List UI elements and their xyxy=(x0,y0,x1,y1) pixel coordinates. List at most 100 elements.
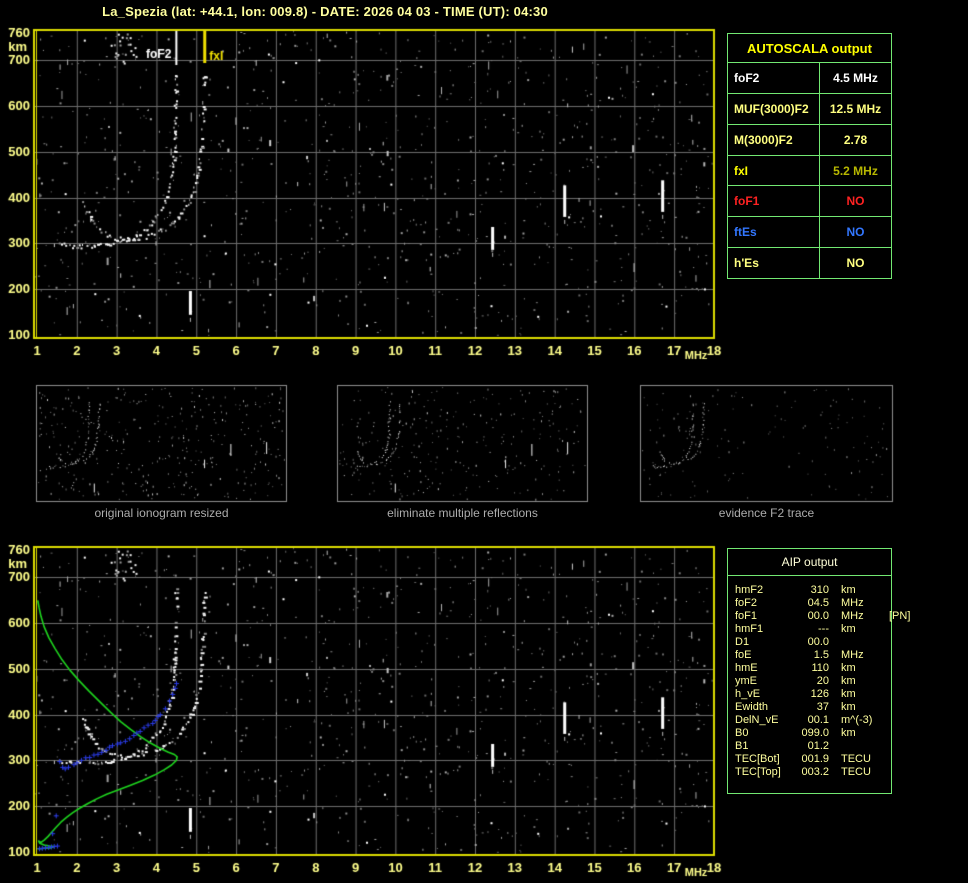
aip-label: TEC[Top] xyxy=(735,766,781,778)
autoscala-row-value: 2.78 xyxy=(843,132,868,147)
autoscala-table-rows: foF2 4.5 MHz MUF(3000)F2 12.5 MHz M(3000)F2 2… xyxy=(728,63,891,279)
aip-extra xyxy=(881,688,889,701)
autoscala-row-label: ftEs xyxy=(728,217,820,248)
aip-unit: m^(-3) xyxy=(841,714,873,726)
aip-unit: km xyxy=(841,584,856,596)
autoscala-row-label: MUF(3000)F2 xyxy=(728,93,820,124)
aip-label: hmF2 xyxy=(735,584,764,596)
aip-label: hmE xyxy=(735,662,758,674)
aip-unit: km xyxy=(841,675,856,687)
aip-value: 00.0 xyxy=(807,636,829,648)
autoscala-row: fxI 5.2 MHz xyxy=(728,155,891,187)
aip-unit: TECU xyxy=(841,766,871,778)
autoscala-row-label: foF2 xyxy=(728,63,820,93)
aip-label: D1 xyxy=(735,636,750,648)
autoscala-row: M(3000)F2 2.78 xyxy=(728,124,891,156)
aip-table-rows: hmF2 310 km foF2 04.5 MHz foF1 00.0 MHz [PN] hmF1 -… xyxy=(728,576,910,779)
aip-value: 126 xyxy=(810,688,829,700)
aip-label: foF2 xyxy=(735,597,758,609)
aip-unit: MHz xyxy=(841,649,864,661)
aip-output-table: AIP output hmF2 310 km foF2 04.5 MHz foF1 00.0 M… xyxy=(727,548,910,794)
station-title: La_Spezia (lat: +44.1, lon: 009.8) - DAT… xyxy=(102,4,548,19)
aip-unit: MHz xyxy=(841,597,864,609)
autoscala-row: ftEs NO xyxy=(728,217,891,249)
autoscala-row: foF2 4.5 MHz xyxy=(728,63,891,94)
thumbnail-caption-original: original ionogram resized xyxy=(94,506,229,520)
aip-unit: km xyxy=(841,701,856,713)
aip-label: foE xyxy=(735,649,752,661)
autoscala-row-value: 12.5 MHz xyxy=(829,101,882,116)
aip-extra xyxy=(881,649,889,662)
aip-row: h_vE 126 km xyxy=(735,688,891,701)
aip-value: 01.2 xyxy=(807,740,829,752)
aip-extra xyxy=(881,753,889,766)
autoscala-output-table: AUTOSCALA output foF2 4.5 MHz MUF(3000)F2 1… xyxy=(727,33,892,279)
aip-row: hmE 110 km xyxy=(735,662,891,675)
aip-extra xyxy=(881,740,889,753)
aip-extra xyxy=(881,701,889,714)
aip-label: B0 xyxy=(735,727,749,739)
autoscala-row-label: foF1 xyxy=(728,186,820,217)
aip-unit: km xyxy=(841,662,856,674)
aip-extra xyxy=(881,597,889,610)
aip-extra xyxy=(881,636,889,649)
aip-label: B1 xyxy=(735,740,749,752)
aip-value: 003.2 xyxy=(801,766,829,778)
aip-extra: [PN] xyxy=(889,610,911,622)
aip-row: D1 00.0 xyxy=(735,636,891,649)
aip-unit xyxy=(829,636,881,649)
aip-extra xyxy=(881,727,889,740)
autoscala-row-value: NO xyxy=(846,256,865,271)
autoscala-row-label: h'Es xyxy=(728,248,820,279)
aip-row: TEC[Top] 003.2 TECU xyxy=(735,766,891,779)
autoscala-row-value: 4.5 MHz xyxy=(833,70,878,85)
aip-value: 099.0 xyxy=(801,727,829,739)
aip-label: hmF1 xyxy=(735,623,764,635)
aip-value: 310 xyxy=(810,584,829,596)
aip-label: TEC[Bot] xyxy=(735,753,780,765)
aip-row: DelN_vE 00.1 m^(-3) xyxy=(735,714,891,727)
autoscala-row: MUF(3000)F2 12.5 MHz xyxy=(728,93,891,125)
aip-extra xyxy=(881,675,889,688)
thumbnail-caption-eliminate: eliminate multiple reflections xyxy=(387,506,538,520)
autoscala-row-label: fxI xyxy=(728,155,820,186)
autoscala-row-value: NO xyxy=(846,225,865,240)
autoscala-row-label: M(3000)F2 xyxy=(728,124,820,155)
autoscala-row: h'Es NO xyxy=(728,248,891,279)
aip-value: --- xyxy=(818,623,829,635)
aip-label: foF1 xyxy=(735,610,758,622)
aip-extra xyxy=(881,714,889,727)
aip-label: h_vE xyxy=(735,688,761,700)
aip-row: hmF1 --- km xyxy=(735,623,891,636)
autoscala-row: foF1 NO xyxy=(728,186,891,218)
aip-extra xyxy=(881,623,889,636)
aip-extra xyxy=(881,584,889,597)
aip-row: B0 099.0 km xyxy=(735,727,891,740)
aip-value: 110 xyxy=(811,662,829,674)
aip-label: Ewidth xyxy=(735,701,769,713)
aip-row: ymE 20 km xyxy=(735,675,891,688)
aip-row: hmF2 310 km xyxy=(735,584,891,597)
autoscala-row-value: NO xyxy=(846,194,865,209)
aip-unit: MHz xyxy=(841,610,864,622)
aip-row: Ewidth 37 km xyxy=(735,701,891,714)
aip-unit xyxy=(829,740,881,753)
aip-label: DelN_vE xyxy=(735,714,779,726)
aip-label: ymE xyxy=(735,675,757,687)
aip-value: 1.5 xyxy=(813,649,829,661)
thumbnail-caption-evidence: evidence F2 trace xyxy=(718,506,815,520)
aip-row: foF2 04.5 MHz xyxy=(735,597,891,610)
aip-value: 00.0 xyxy=(807,610,829,622)
aip-unit: TECU xyxy=(841,753,871,765)
aip-unit: km xyxy=(841,727,856,739)
aip-value: 37 xyxy=(816,701,829,713)
aip-value: 04.5 xyxy=(807,597,829,609)
aip-extra xyxy=(881,662,889,675)
aip-value: 001.9 xyxy=(801,753,829,765)
autoscala-table-header: AUTOSCALA output xyxy=(728,34,891,63)
autoscala-row-value: 5.2 MHz xyxy=(833,163,878,178)
aip-row: foE 1.5 MHz xyxy=(735,649,891,662)
aip-extra xyxy=(881,766,889,779)
aip-value: 00.1 xyxy=(807,714,829,726)
